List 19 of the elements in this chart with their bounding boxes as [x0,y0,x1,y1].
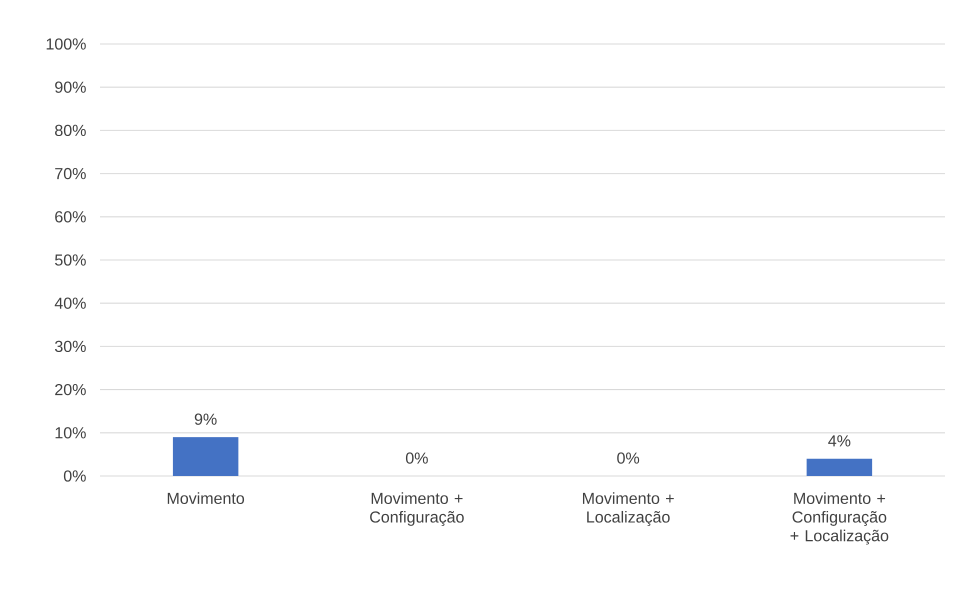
data-label: 0% [406,452,428,464]
y-tick-label: 30% [54,340,86,352]
x-tick-label: Movimento [168,492,244,504]
y-tick-label: 90% [55,82,86,93]
y-tick-label: 80% [55,124,86,136]
y-tick-label: 50% [55,254,86,266]
y-tick-label: 10% [56,427,86,438]
x-tick-label: Movimento + Configuração [370,492,464,526]
y-tick-label: 20% [55,384,86,396]
data-label: 0% [617,452,640,464]
data-label: 4% [828,435,850,446]
y-tick-label: 40% [54,298,86,309]
y-tick-label: 0% [64,470,86,482]
y-tick-label: 100% [46,38,86,50]
y-tick-label: 60% [55,211,86,222]
y-tick-label: 70% [55,168,86,180]
x-tick-label: Movimento + Configuração + Localização [790,492,888,545]
x-tick-label: Movimento + Localização [582,492,674,526]
data-label: 9% [194,414,217,425]
